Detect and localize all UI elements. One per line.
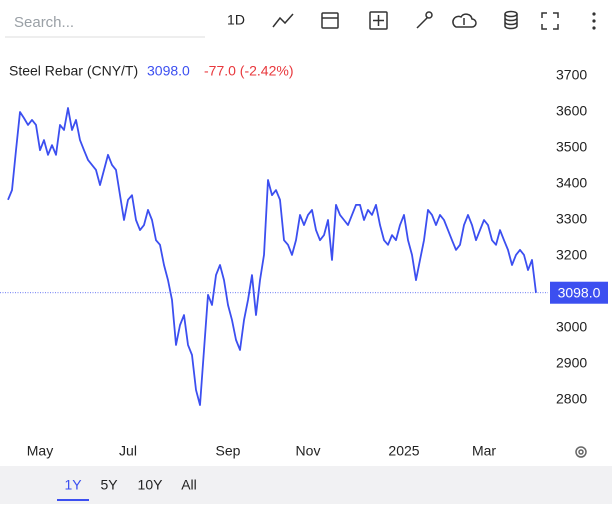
range-button[interactable]: 1Y — [64, 477, 82, 493]
last-price-badge-label: 3098.0 — [558, 284, 601, 300]
y-tick-label: 3300 — [556, 211, 587, 227]
interval-button[interactable]: 1D — [227, 12, 245, 28]
settings-icon[interactable] — [575, 446, 587, 458]
x-tick-label: May — [27, 443, 53, 459]
range-bar — [0, 466, 612, 504]
more-menu[interactable] — [592, 12, 596, 30]
x-tick-label: 2025 — [388, 443, 419, 459]
y-tick-label: 3700 — [556, 67, 587, 83]
y-tick-label: 2900 — [556, 355, 587, 371]
y-tick-label: 3200 — [556, 247, 587, 263]
last-price: 3098.0 — [147, 63, 190, 79]
search-box[interactable]: Search... — [14, 14, 74, 31]
toolbar-icons[interactable] — [272, 10, 559, 30]
x-tick-label: Nov — [296, 443, 321, 459]
x-tick-label: Mar — [472, 443, 496, 459]
last-price-badge — [550, 281, 608, 304]
y-tick-label: 3600 — [556, 103, 587, 119]
legend: Steel Rebar (CNY/T) 3098.0 -77.0 (-2.42%… — [9, 63, 293, 79]
range-button[interactable]: 5Y — [100, 477, 118, 493]
range-button[interactable]: All — [181, 477, 197, 493]
series-name: Steel Rebar (CNY/T) — [9, 63, 138, 79]
y-tick-label: 2800 — [556, 391, 587, 407]
price-line — [7, 107, 537, 406]
range-button[interactable]: 10Y — [138, 477, 164, 493]
x-tick-label: Sep — [216, 443, 241, 459]
y-tick-label: 3000 — [556, 319, 587, 335]
x-tick-label: Jul — [119, 443, 137, 459]
price-change: -77.0 (-2.42%) — [204, 63, 293, 79]
y-tick-label: 3500 — [556, 139, 587, 155]
y-tick-label: 3400 — [556, 175, 587, 191]
